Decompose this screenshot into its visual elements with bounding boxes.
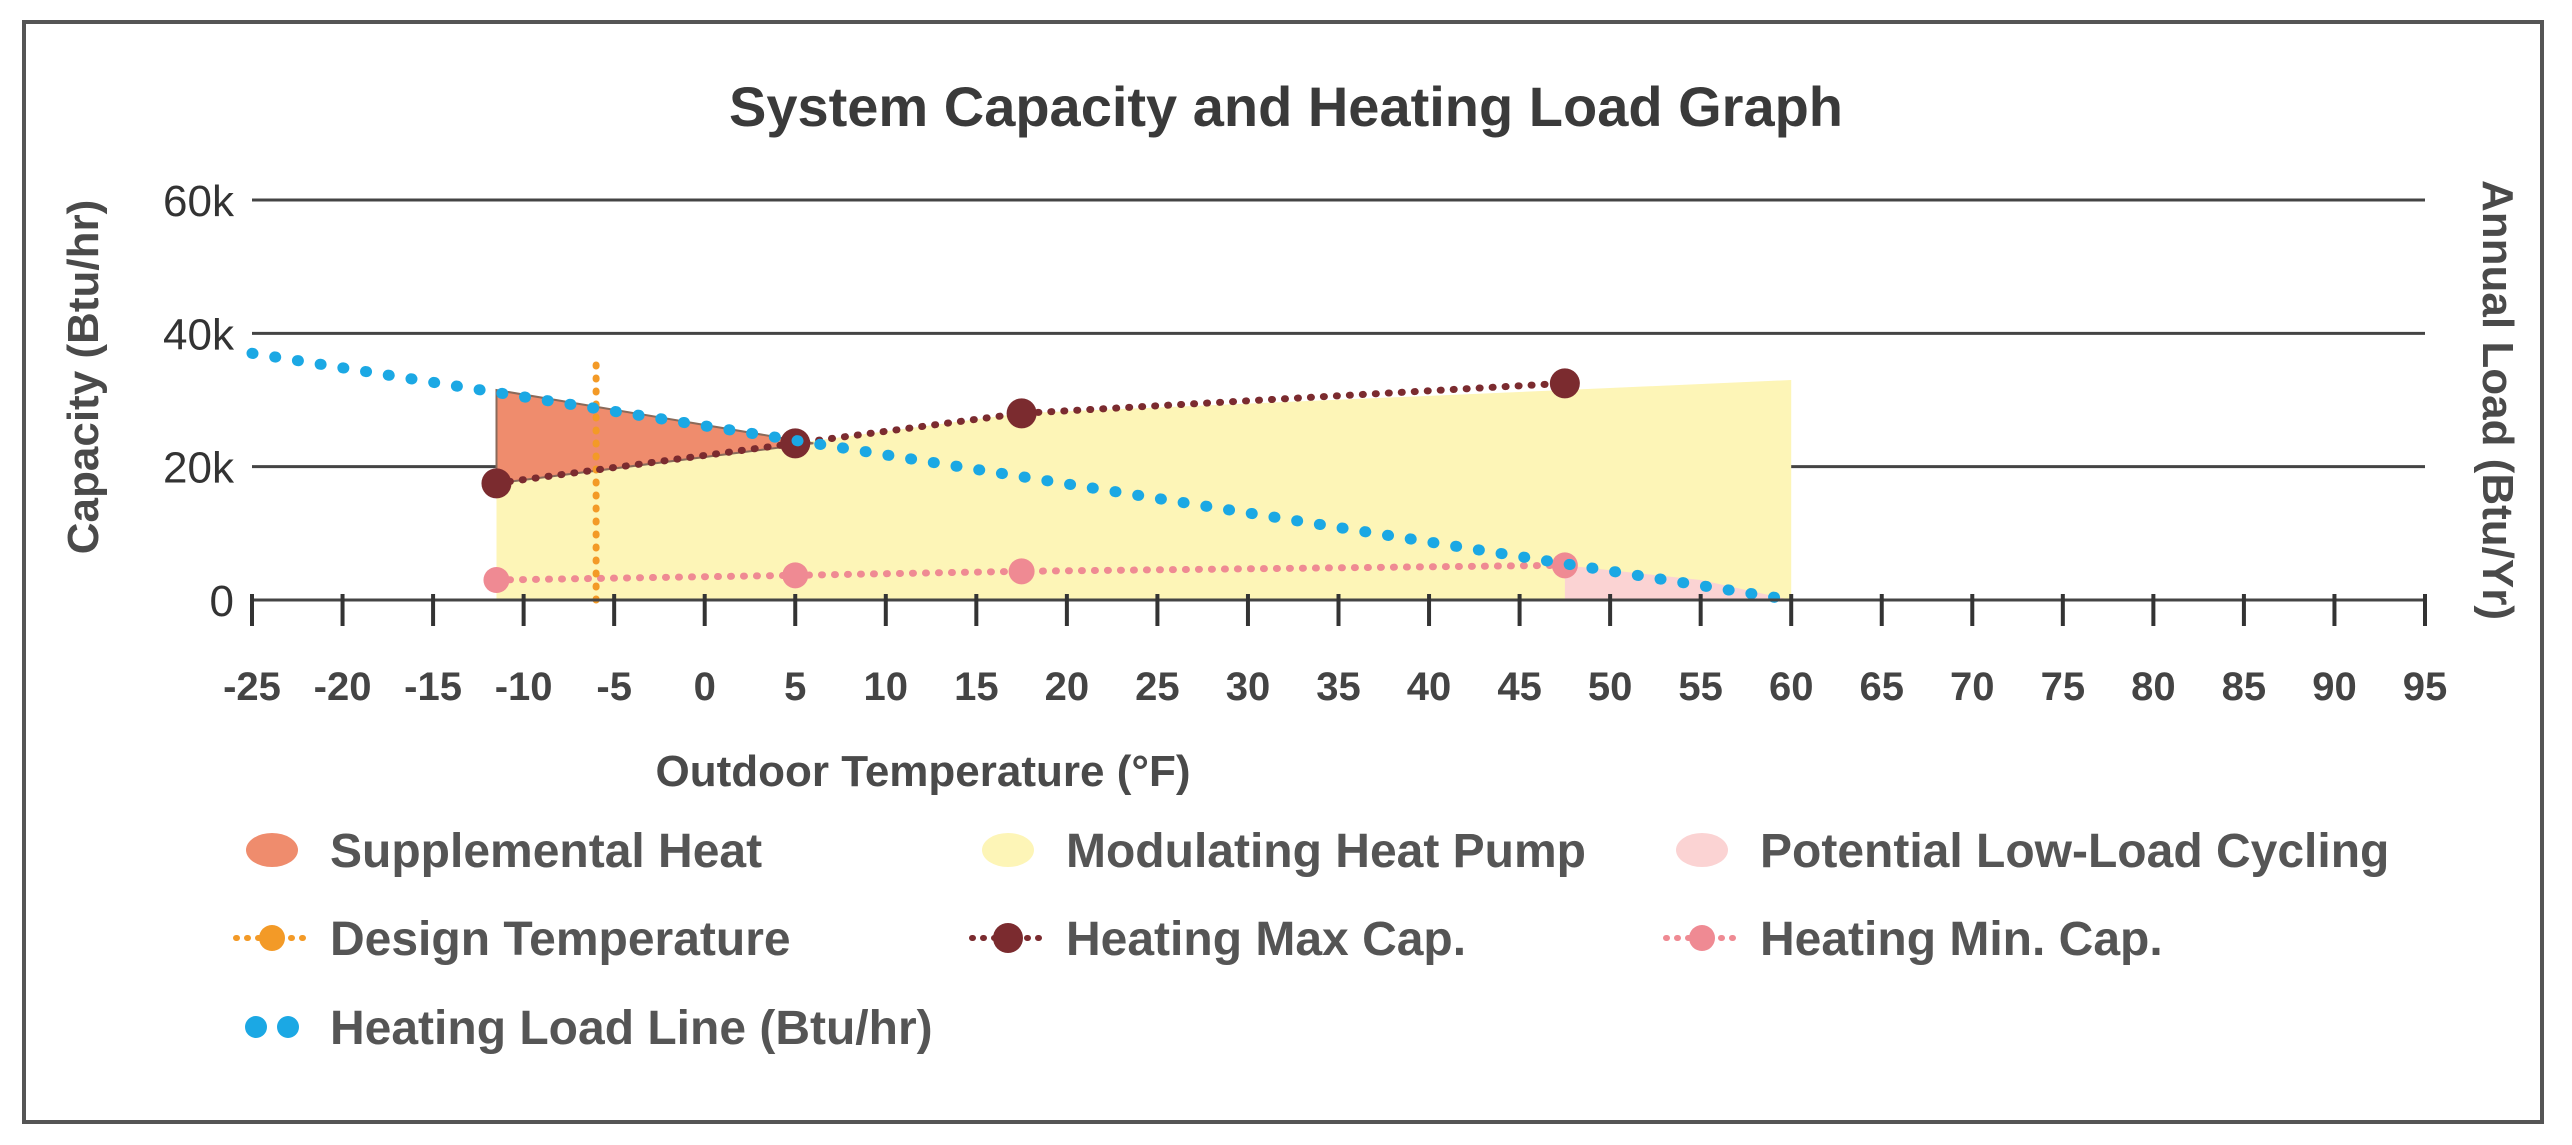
x-tick-label: -10 xyxy=(495,665,553,709)
x-tick-label: 0 xyxy=(694,665,716,709)
y-axis-right-label: Annual Load (Btu/Yr) xyxy=(2473,180,2522,620)
x-tick-label: 60 xyxy=(1769,665,1814,709)
legend-swatch xyxy=(1689,925,1715,951)
legend-item: Potential Low-Load Cycling xyxy=(1676,825,2389,878)
chart-title: System Capacity and Heating Load Graph xyxy=(729,75,1843,138)
legend-swatch xyxy=(277,1016,299,1038)
legend-swatch xyxy=(982,833,1034,867)
chart-frame xyxy=(22,20,2544,1124)
legend-label: Heating Load Line (Btu/hr) xyxy=(330,1002,933,1055)
x-tick-label: 5 xyxy=(784,665,806,709)
x-tick-label: 20 xyxy=(1045,665,1090,709)
x-axis-label: Outdoor Temperature (°F) xyxy=(655,747,1190,796)
y-tick-label: 20k xyxy=(163,444,235,493)
x-tick-label: 65 xyxy=(1860,665,1905,709)
x-tick-label: 75 xyxy=(2041,665,2086,709)
legend-label: Supplemental Heat xyxy=(330,825,762,878)
x-tick-label: -20 xyxy=(314,665,372,709)
legend-item: Heating Load Line (Btu/hr) xyxy=(245,1002,933,1055)
max-cap-point xyxy=(1006,398,1037,429)
y-tick-label: 0 xyxy=(210,577,234,626)
x-tick-label: 35 xyxy=(1316,665,1361,709)
legend-label: Potential Low-Load Cycling xyxy=(1760,825,2389,878)
series-line-min-cap xyxy=(493,561,1569,584)
x-tick-label: 70 xyxy=(1950,665,1995,709)
legend-swatch xyxy=(245,1016,267,1038)
max-cap-point xyxy=(481,468,512,499)
x-tick-label: 25 xyxy=(1135,665,1180,709)
legend-item: Supplemental Heat xyxy=(246,825,762,878)
y-tick-label: 60k xyxy=(163,177,235,226)
max-cap-point xyxy=(1549,368,1580,399)
x-axis xyxy=(250,594,2427,626)
min-cap-point xyxy=(483,567,510,593)
y-axis-ticks: 0 20k 40k 60k xyxy=(163,177,235,626)
x-tick-label: -15 xyxy=(404,665,462,709)
legend-item: Design Temperature xyxy=(233,913,791,966)
legend-label: Design Temperature xyxy=(330,913,791,966)
x-axis-ticks: -25 -20 -15 -10 -5 0 5 10 15 20 25 30 35 40 45 50 55 60 65… xyxy=(223,665,2447,709)
min-cap-point xyxy=(782,562,809,589)
x-tick-label: 90 xyxy=(2312,665,2357,709)
y-axis-label: Capacity (Btu/hr) xyxy=(59,200,108,554)
x-tick-label: 85 xyxy=(2222,665,2267,709)
legend-swatch xyxy=(1676,833,1728,867)
x-tick-label: 95 xyxy=(2403,665,2448,709)
area-regions xyxy=(495,380,1792,600)
legend-item: Heating Min. Cap. xyxy=(1663,913,2163,966)
area-modulating-heat-pump xyxy=(496,380,1792,600)
legend-label: Modulating Heat Pump xyxy=(1066,825,1586,878)
legend-swatch xyxy=(259,925,285,951)
series-line-max-cap xyxy=(493,379,1569,487)
legend-swatch xyxy=(246,833,298,867)
x-tick-label: -5 xyxy=(596,665,632,709)
series-line-heating-load xyxy=(246,347,1797,606)
x-tick-label: 40 xyxy=(1407,665,1452,709)
x-tick-label: 55 xyxy=(1678,665,1723,709)
legend-item: Heating Max Cap. xyxy=(969,913,1466,966)
x-tick-label: 10 xyxy=(864,665,909,709)
legend-label: Heating Min. Cap. xyxy=(1760,913,2163,966)
series-lines xyxy=(246,347,1797,606)
x-tick-label: 80 xyxy=(2131,665,2176,709)
x-tick-label: 45 xyxy=(1497,665,1542,709)
legend: Supplemental Heat Modulating Heat Pump Pot… xyxy=(233,825,2389,1055)
legend-item: Modulating Heat Pump xyxy=(982,825,1586,878)
legend-label: Heating Max Cap. xyxy=(1066,913,1466,966)
min-cap-point xyxy=(1008,558,1035,585)
x-tick-label: -25 xyxy=(223,665,281,709)
x-tick-label: 30 xyxy=(1226,665,1271,709)
x-tick-label: 15 xyxy=(954,665,999,709)
y-tick-label: 40k xyxy=(163,310,235,359)
x-tick-label: 50 xyxy=(1588,665,1633,709)
legend-swatch xyxy=(993,923,1023,953)
